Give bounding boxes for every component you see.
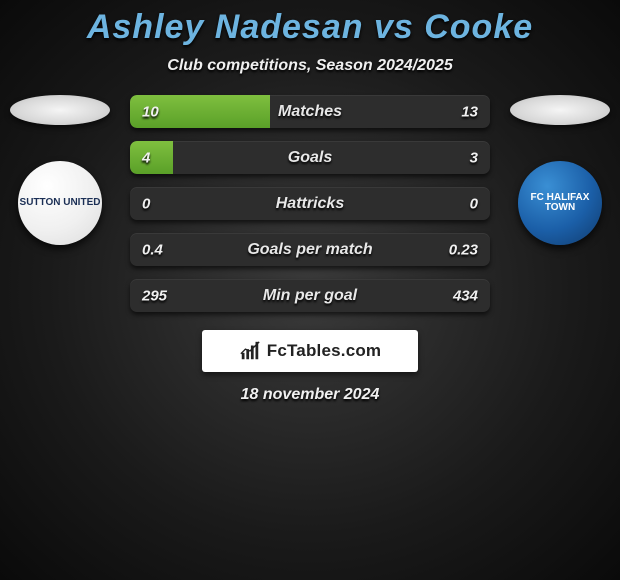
stat-value-left: 10 <box>142 103 159 120</box>
left-crest-text: SUTTON UNITED <box>20 198 101 208</box>
stat-value-right: 3 <box>470 149 478 166</box>
left-club-crest: SUTTON UNITED <box>18 161 102 245</box>
page-subtitle: Club competitions, Season 2024/2025 <box>0 57 620 75</box>
stat-label: Hattricks <box>130 195 490 213</box>
bar-chart-icon <box>239 340 261 362</box>
stat-value-right: 434 <box>453 287 478 304</box>
stat-value-left: 295 <box>142 287 167 304</box>
date-text: 18 november 2024 <box>0 386 620 404</box>
stat-fill-left <box>130 141 173 174</box>
stat-value-left: 0.4 <box>142 241 163 258</box>
left-club-column: SUTTON UNITED <box>0 95 120 245</box>
page-title: Ashley Nadesan vs Cooke <box>0 0 620 47</box>
branding-badge: FcTables.com <box>202 330 418 372</box>
comparison-infographic: Ashley Nadesan vs Cooke Club competition… <box>0 0 620 580</box>
stat-row: 295Min per goal434 <box>130 279 490 312</box>
stat-label: Goals <box>130 149 490 167</box>
right-club-crest: FC HALIFAX TOWN <box>518 161 602 245</box>
stat-label: Min per goal <box>130 287 490 305</box>
stat-row: 0.4Goals per match0.23 <box>130 233 490 266</box>
main-row: SUTTON UNITED 10Matches13 4Goals3 0Hattric… <box>0 95 620 312</box>
stat-row: 0Hattricks0 <box>130 187 490 220</box>
stat-row: 10Matches13 <box>130 95 490 128</box>
stat-value-right: 0.23 <box>449 241 478 258</box>
branding-text: FcTables.com <box>267 341 382 361</box>
right-crest-text: FC HALIFAX TOWN <box>518 193 602 213</box>
stat-value-left: 4 <box>142 149 150 166</box>
stats-table: 10Matches13 4Goals3 0Hattricks0 0.4Goals pe… <box>130 95 490 312</box>
right-club-column: FC HALIFAX TOWN <box>500 95 620 245</box>
stat-value-left: 0 <box>142 195 150 212</box>
stat-row: 4Goals3 <box>130 141 490 174</box>
right-flag-icon <box>510 95 610 125</box>
stat-value-right: 0 <box>470 195 478 212</box>
left-flag-icon <box>10 95 110 125</box>
stat-value-right: 13 <box>461 103 478 120</box>
stat-label: Goals per match <box>130 241 490 259</box>
